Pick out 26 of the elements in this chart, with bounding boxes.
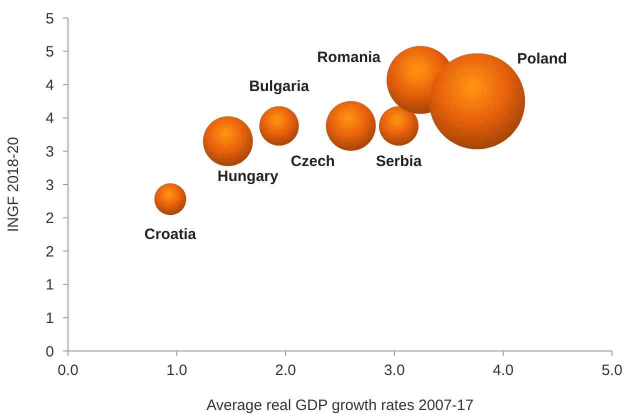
x-axis-title: Average real GDP growth rates 2007-17 — [206, 397, 474, 414]
y-tick-label: 1 — [46, 310, 54, 327]
series-label: Serbia — [376, 152, 422, 170]
x-tick-label: 2.0 — [275, 362, 296, 379]
y-tick-label: 2 — [46, 243, 54, 260]
y-tick-label: 5 — [46, 44, 54, 61]
y-tick-label: 4 — [46, 76, 54, 94]
x-tick-label: 3.0 — [384, 362, 405, 379]
series-label: Hungary — [218, 168, 280, 186]
series-label: Bulgaria — [249, 78, 310, 95]
y-tick-label: 2 — [46, 210, 54, 228]
y-tick-label: 3 — [46, 176, 54, 194]
y-tick-label: 5 — [46, 10, 54, 28]
x-tick-label: 0.0 — [58, 362, 78, 379]
x-tick-label: 4.0 — [492, 362, 514, 379]
y-tick-label: 4 — [46, 110, 54, 128]
y-axis-title: INGF 2018-20 — [5, 136, 22, 232]
y-tick-label: 3 — [46, 143, 54, 160]
series-label: Czech — [290, 152, 335, 170]
x-tick-label: 1.0 — [166, 362, 188, 379]
y-tick-label: 0 — [46, 343, 54, 360]
y-tick-label: 1 — [46, 276, 54, 294]
x-tick-label: 5.0 — [602, 362, 622, 379]
series-label: Romania — [317, 48, 382, 66]
series-label: Poland — [517, 50, 568, 68]
series-label: Croatia — [144, 226, 197, 244]
